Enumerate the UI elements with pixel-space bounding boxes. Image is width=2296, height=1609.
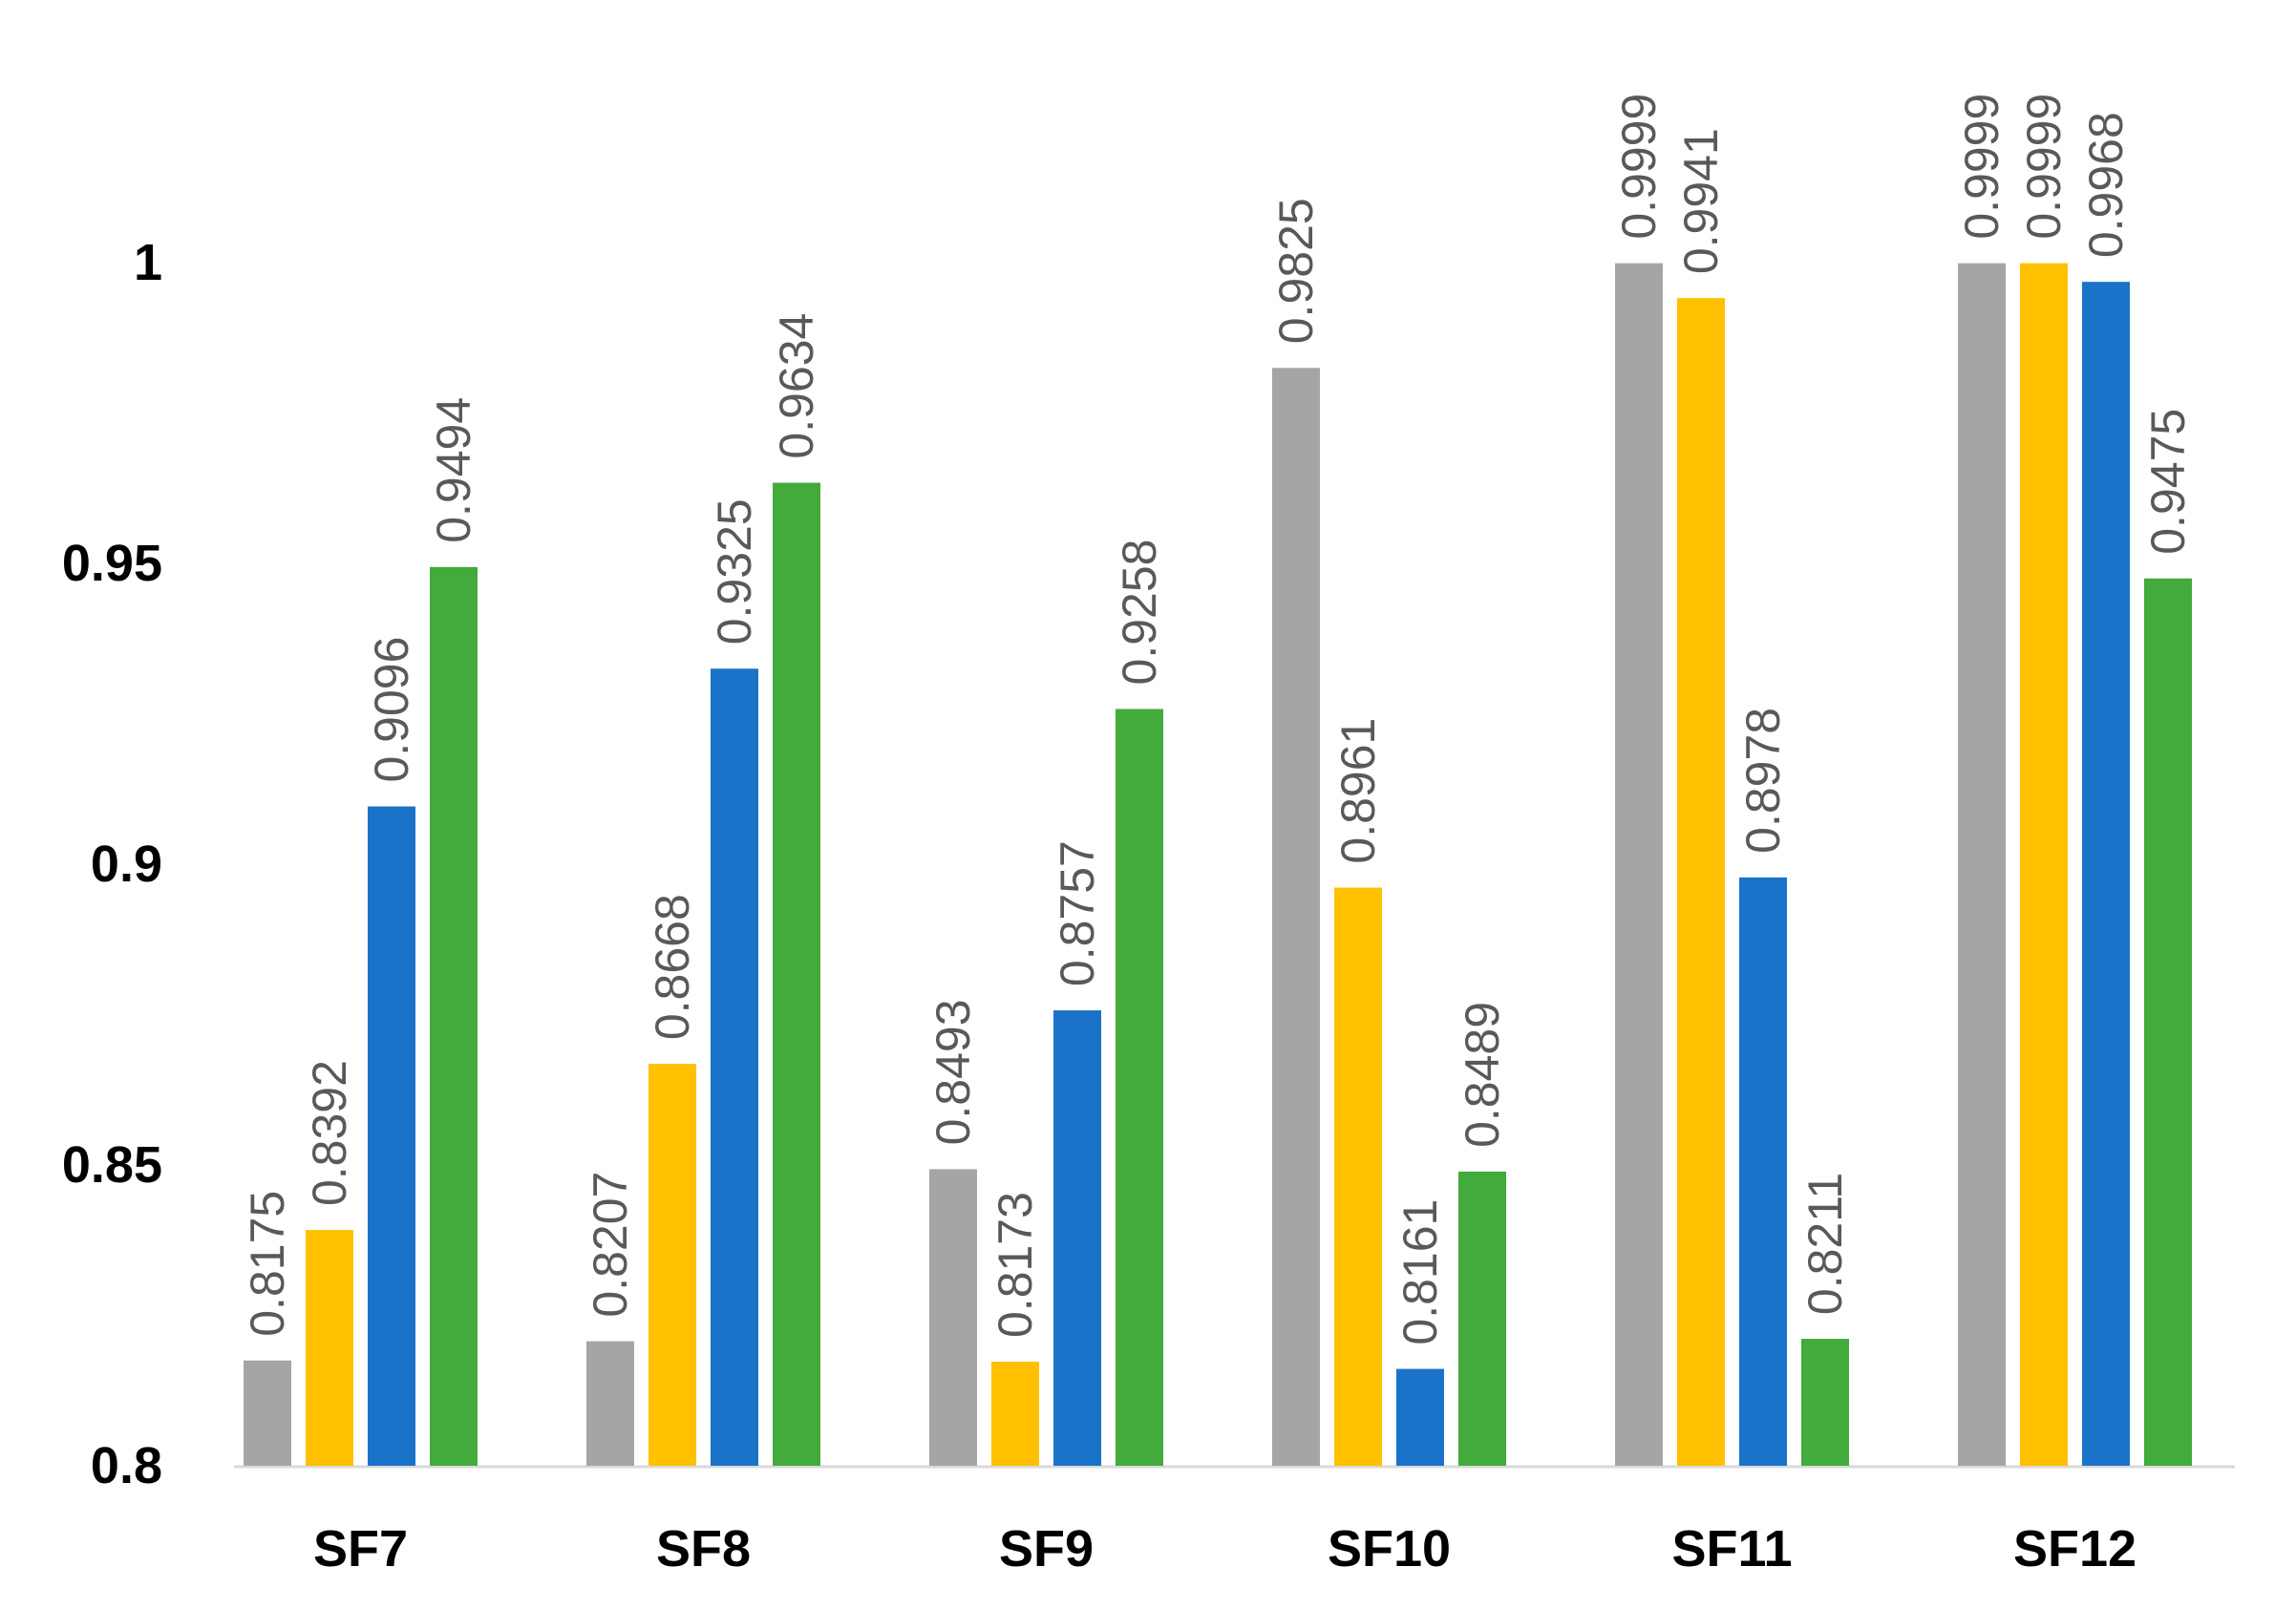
bar-sf11-series-4 [1801,1339,1849,1466]
bar-sf7-series-2 [306,1230,353,1466]
data-label: 0.8207 [584,1172,637,1318]
data-label: 0.8489 [1456,1002,1509,1148]
bar-sf10-series-2 [1334,887,1382,1466]
bars [244,263,2192,1467]
x-category-label: SF7 [313,1520,408,1577]
data-label: 0.8173 [989,1192,1042,1338]
data-label: 0.9999 [1955,94,2009,240]
bar-sf11-series-3 [1739,877,1787,1466]
bar-sf9-series-3 [1053,1010,1101,1466]
data-label: 0.8978 [1736,708,1790,854]
bar-sf7-series-4 [430,566,478,1466]
y-tick-label: 0.8 [91,1437,162,1494]
bar-sf8-series-1 [586,1341,634,1466]
bar-sf11-series-2 [1677,298,1725,1466]
data-label: 0.8392 [303,1060,356,1206]
data-label: 0.9968 [2079,112,2133,258]
data-label: 0.8493 [926,999,980,1145]
y-tick-label: 1 [134,234,162,291]
data-label: 0.8161 [1393,1199,1447,1345]
x-category-label: SF9 [999,1520,1094,1577]
y-tick-label: 0.9 [91,836,162,893]
data-label: 0.9096 [365,637,418,783]
data-label: 0.9475 [2141,409,2195,555]
y-tick-label: 0.85 [62,1136,162,1194]
x-category-label: SF12 [2013,1520,2137,1577]
data-label: 0.9258 [1113,540,1166,686]
bar-sf9-series-1 [929,1169,977,1466]
bar-sf8-series-3 [711,668,758,1466]
data-label: 0.9999 [1612,94,1666,240]
data-label: 0.8175 [241,1191,294,1337]
y-tick-label: 0.95 [62,535,162,592]
data-label: 0.9825 [1269,198,1323,344]
x-axis: SF7 SF8 SF9 SF10 SF11 SF12 [313,1520,2137,1577]
y-axis: 0.8 0.85 0.9 0.95 1 [62,234,2235,1494]
data-label: 0.9999 [2017,94,2071,240]
data-label: 0.8757 [1051,840,1104,986]
bar-sf8-series-4 [773,482,820,1467]
x-category-label: SF8 [656,1520,751,1577]
bar-sf12-series-2 [2020,263,2068,1466]
bar-sf10-series-3 [1396,1368,1444,1466]
bar-sf7-series-3 [368,806,415,1466]
data-label: 0.8961 [1331,718,1385,864]
bar-sf11-series-1 [1615,263,1663,1466]
data-label: 0.8668 [646,894,699,1040]
data-label: 0.9634 [770,313,823,459]
bar-sf12-series-3 [2082,282,2130,1466]
bar-sf12-series-1 [1958,263,2006,1466]
data-label: 0.9494 [427,397,480,543]
data-label: 0.9325 [708,498,761,645]
bar-sf12-series-4 [2144,578,2192,1466]
bar-sf9-series-2 [991,1362,1039,1466]
data-label: 0.9941 [1674,128,1728,274]
x-category-label: SF10 [1328,1520,1451,1577]
bar-sf7-series-1 [244,1360,291,1466]
x-category-label: SF11 [1671,1520,1792,1577]
bar-sf8-series-2 [648,1064,696,1466]
data-label: 0.8211 [1798,1173,1852,1315]
bar-sf10-series-4 [1458,1171,1506,1466]
bar-sf9-series-4 [1116,709,1163,1466]
bar-sf10-series-1 [1272,368,1320,1466]
